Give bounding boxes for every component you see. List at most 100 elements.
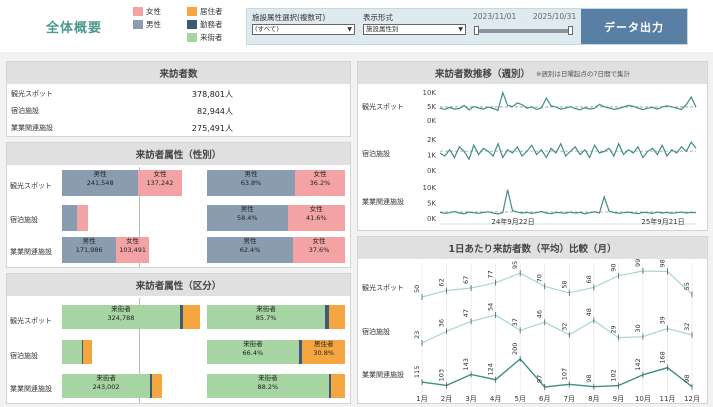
category-panel: 来訪者属性（区分） 観光スポット 宿泊施設 業業関連施設 来街者 324,788 来… <box>6 273 351 404</box>
gender-pct-female-bar-text: 女性 <box>309 205 323 213</box>
gender-pct-female-bar-text: 女性 <box>313 170 327 178</box>
monthly-data-label: 36 <box>438 319 446 327</box>
weekly-x-label: 24年9月22日 <box>491 217 534 226</box>
weekly-tick-label: 10K <box>423 184 437 192</box>
category-pct-visitor-bar-text: 85.7% <box>255 314 277 322</box>
category-pct-resident-bar <box>330 374 345 398</box>
gender-row-label: 宿泊施設 <box>10 216 38 224</box>
gender-abs-male-bar-text: 241,548 <box>86 179 114 187</box>
visitors-panel: 来訪者数 観光スポット 378,801人 宿泊施設 82,944人 業業関連施設… <box>6 61 351 137</box>
monthly-data-label: 37 <box>511 318 519 326</box>
weekly-tick-label: 5K <box>427 103 436 111</box>
monthly-x-label: 11月 <box>659 395 675 403</box>
category-abs-resident-bar <box>151 374 163 398</box>
legend-label: 女性 <box>146 7 161 16</box>
monthly-data-label: 103 <box>438 369 446 381</box>
gender-abs-female-bar-text: 女性 <box>153 170 167 178</box>
divider <box>139 167 140 267</box>
monthly-panel-title: 1日あたり来訪者数（平均）比較（月） <box>358 237 707 259</box>
category-row-label: 業業関連施設 <box>10 385 52 393</box>
gender-abs-female-bar: 女性 103,491 <box>116 237 149 263</box>
weekly-title-text: 来訪者数推移（週別） <box>434 69 530 80</box>
category-pct-visitor-bar-text: 来街者 <box>256 305 276 313</box>
monthly-data-label: 68 <box>585 275 593 283</box>
monthly-x-label: 1月 <box>416 395 427 403</box>
gender-abs-female-bar <box>77 205 89 231</box>
gender-row-label: 業業関連施設 <box>10 248 52 256</box>
gender-pct-male-bar: 男性 62.4% <box>207 237 294 263</box>
legend-item: 女性 <box>133 6 161 17</box>
gender-pct-female-bar: 女性 36.2% <box>295 170 345 196</box>
display-format-value: 施設属性別 <box>366 25 399 33</box>
category-pct-worker-bar <box>325 305 329 329</box>
category-pct-worker-bar <box>328 374 331 398</box>
date-end-handle[interactable] <box>568 26 573 35</box>
visitors-row-value: 82,944人 <box>197 107 233 116</box>
monthly-data-label: 30 <box>634 324 642 332</box>
monthly-data-label: 39 <box>658 316 666 324</box>
monthly-series-label: 宿泊施設 <box>362 327 390 336</box>
weekly-series-line <box>439 140 697 161</box>
monthly-data-label: 102 <box>609 369 617 381</box>
monthly-data-label: 90 <box>609 263 617 271</box>
monthly-data-label: 62 <box>438 278 446 286</box>
gender-pct-female-bar-text: 女性 <box>312 237 326 245</box>
monthly-data-label: 46 <box>536 310 544 318</box>
display-format-select[interactable]: 施設属性別 ▼ <box>363 24 466 35</box>
monthly-series-line <box>421 314 693 344</box>
monthly-panel: 1日あたり来訪者数（平均）比較（月） 観光スポット 50 62 67 77 95 70 58 6… <box>357 236 708 404</box>
gender-abs-female-bar-text: 103,491 <box>119 246 147 254</box>
category-abs-visitor-bar-text: 来街者 <box>111 305 131 313</box>
export-data-button[interactable]: データ出力 <box>581 9 687 44</box>
chevron-down-icon: ▼ <box>347 26 352 33</box>
category-abs-visitor-bar-text: 243,002 <box>92 383 120 391</box>
gender-pct-female-bar: 女性 41.6% <box>287 205 345 231</box>
monthly-data-label: 98 <box>658 259 666 267</box>
monthly-data-label: 50 <box>413 285 421 293</box>
date-start-handle[interactable] <box>474 26 479 35</box>
category-abs-worker-bar <box>82 340 83 364</box>
gender-panel-title: 来訪者属性（性別） <box>7 143 350 165</box>
weekly-tick-label: 0K <box>427 215 436 223</box>
monthly-data-label: 55 <box>683 282 691 290</box>
monthly-x-label: 12月 <box>684 395 700 403</box>
visitors-row-value: 275,491人 <box>191 124 233 133</box>
monthly-data-label: 124 <box>487 363 495 375</box>
monthly-series-label: 観光スポット <box>362 283 404 292</box>
category-pct-visitor-bar: 来街者 66.4% <box>207 340 299 364</box>
gender-pct-male-bar-text: 62.4% <box>239 246 261 254</box>
page-title: 全体概要 <box>46 21 103 36</box>
monthly-data-label: 29 <box>609 325 617 333</box>
gender-pct-female-bar: 女性 37.6% <box>293 237 345 263</box>
monthly-series-line <box>421 358 693 388</box>
legend-swatch <box>187 20 197 29</box>
category-pct-visitor-bar-text: 88.2% <box>257 383 279 391</box>
weekly-tick-label: 0K <box>427 117 436 125</box>
gender-pct-male-bar-text: 男性 <box>243 237 257 245</box>
facility-select[interactable]: (すべて) ▼ <box>252 24 355 35</box>
category-row-label: 宿泊施設 <box>10 352 38 360</box>
monthly-data-label: 70 <box>536 274 544 282</box>
category-abs-visitor-bar-text: 来街者 <box>96 374 116 382</box>
gender-pct-male-bar-text: 63.8% <box>240 179 262 187</box>
weekly-x-label: 25年9月21日 <box>641 217 684 226</box>
monthly-data-label: 143 <box>462 358 470 370</box>
monthly-data-label: 168 <box>658 351 666 363</box>
gender-pct-male-bar-text: 男性 <box>244 170 258 178</box>
monthly-data-label: 98 <box>683 374 691 382</box>
gender-pct-male-bar: 男性 63.8% <box>207 170 296 196</box>
legend-swatch <box>133 7 143 16</box>
monthly-data-label: 107 <box>560 368 568 380</box>
gender-pct-female-bar-text: 37.6% <box>308 246 330 254</box>
legend-swatch <box>133 20 143 29</box>
category-pct-visitor-bar: 来街者 88.2% <box>207 374 329 398</box>
gender-abs-male-bar-text: 171,986 <box>75 246 103 254</box>
monthly-data-label: 142 <box>634 358 642 370</box>
monthly-x-label: 6月 <box>539 395 550 403</box>
monthly-data-label: 115 <box>413 366 421 378</box>
legend-item: 来街者 <box>187 32 223 43</box>
monthly-x-label: 5月 <box>514 395 525 403</box>
category-abs-visitor-bar: 来街者 324,788 <box>62 305 180 329</box>
date-end-label: 2025/10/31 <box>533 12 577 21</box>
visitors-panel-title: 来訪者数 <box>7 62 350 84</box>
